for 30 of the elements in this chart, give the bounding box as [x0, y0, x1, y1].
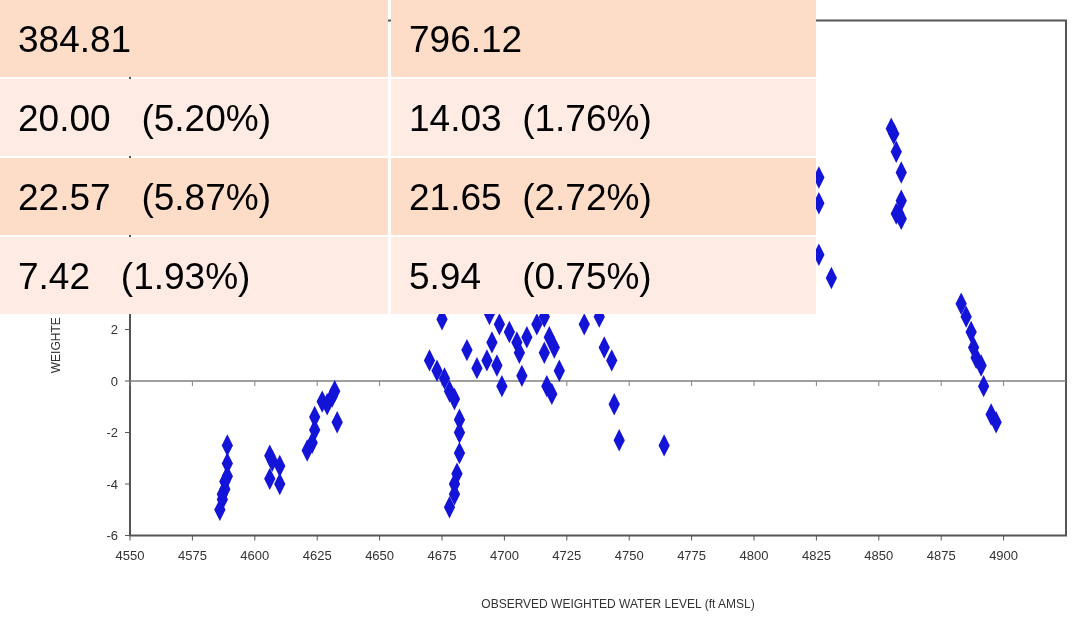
annotation: 22.57 (5.87%): [18, 176, 271, 218]
y-axis-title: WEIGHTE: [49, 317, 63, 374]
x-tick-label: 4750: [614, 547, 644, 563]
y-tick-label: -4: [106, 476, 118, 492]
y-tick-label: -6: [106, 528, 118, 544]
annotation: 20.00 (5.20%): [18, 97, 271, 139]
x-tick-label: 4900: [989, 547, 1019, 563]
x-tick-label: 4850: [864, 547, 894, 563]
y-tick-label: 2: [110, 322, 118, 338]
annotation: 796.12: [409, 18, 523, 60]
x-tick-label: 4675: [427, 547, 457, 563]
x-tick-label: 4725: [552, 547, 582, 563]
x-tick-label: 4600: [240, 547, 270, 563]
annotation: 14.03 (1.76%): [409, 97, 652, 139]
x-tick-label: 4875: [926, 547, 956, 563]
x-axis-title: OBSERVED WEIGHTED WATER LEVEL (ft AMSL): [481, 596, 755, 611]
x-tick-label: 4550: [115, 547, 145, 563]
x-tick-label: 4775: [677, 547, 707, 563]
x-tick-label: 4700: [489, 547, 519, 563]
annotation: 5.94 (0.75%): [409, 255, 652, 297]
x-tick-label: 4650: [365, 547, 395, 563]
y-tick-label: -2: [106, 425, 118, 441]
annotation: 384.81: [18, 18, 132, 60]
annotation: 7.42 (1.93%): [18, 255, 251, 297]
x-tick-label: 4575: [177, 547, 207, 563]
x-tick-label: 4625: [302, 547, 332, 563]
x-tick-label: 4825: [801, 547, 831, 563]
x-tick-label: 4800: [739, 547, 769, 563]
y-tick-label: 0: [110, 373, 118, 389]
annotation: 21.65 (2.72%): [409, 176, 652, 218]
